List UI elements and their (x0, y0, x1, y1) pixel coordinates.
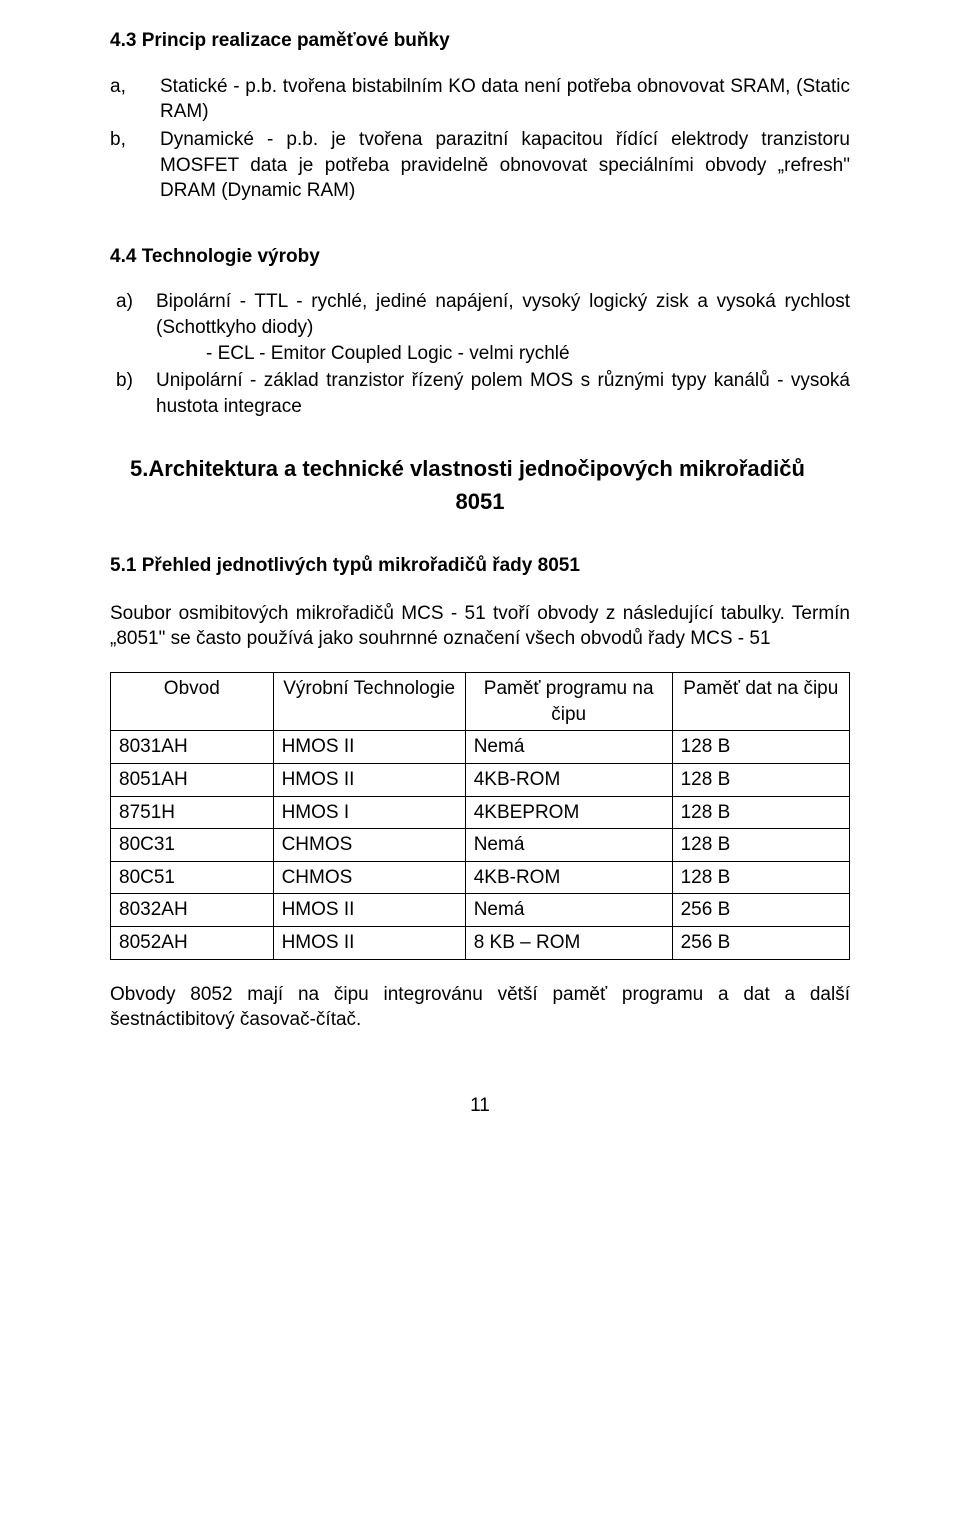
list-item: b) Unipolární - základ tranzistor řízený… (110, 368, 850, 419)
table-cell: HMOS II (273, 927, 465, 960)
table-cell: 128 B (672, 861, 849, 894)
table-cell: Nemá (465, 829, 672, 862)
table-header: Výrobní Technologie (273, 672, 465, 730)
table-cell: 4KB-ROM (465, 861, 672, 894)
table-cell: HMOS II (273, 731, 465, 764)
table-cell: 128 B (672, 796, 849, 829)
table-body: 8031AH HMOS II Nemá 128 B 8051AH HMOS II… (111, 731, 850, 959)
table-cell: 8032AH (111, 894, 274, 927)
page-number: 11 (110, 1093, 850, 1119)
list-marker: a) (110, 289, 156, 366)
list-item: b, Dynamické - p.b. je tvořena parazitní… (110, 127, 850, 204)
list-body: Bipolární - TTL - rychlé, jediné napájen… (156, 289, 850, 366)
table-header-row: Obvod Výrobní Technologie Paměť programu… (111, 672, 850, 730)
list-marker: a, (110, 74, 160, 125)
table-cell: 128 B (672, 763, 849, 796)
list-item: a, Statické - p.b. tvořena bistabilním K… (110, 74, 850, 125)
table-cell: 8751H (111, 796, 274, 829)
list-marker: b, (110, 127, 160, 204)
table-cell: 128 B (672, 829, 849, 862)
table-cell: 80C31 (111, 829, 274, 862)
table-cell: 8031AH (111, 731, 274, 764)
table-cell: 8 KB – ROM (465, 927, 672, 960)
footer-paragraph: Obvody 8052 mají na čipu integrovánu vět… (110, 982, 850, 1033)
table-row: 8032AH HMOS II Nemá 256 B (111, 894, 850, 927)
table-row: 80C31 CHMOS Nemá 128 B (111, 829, 850, 862)
table-row: 8751H HMOS I 4KBEPROM 128 B (111, 796, 850, 829)
table-cell: 4KB-ROM (465, 763, 672, 796)
section-4-4-heading: 4.4 Technologie výroby (110, 244, 850, 270)
chapter-5-number: 8051 (110, 487, 850, 517)
table-cell: HMOS II (273, 763, 465, 796)
table-cell: 8052AH (111, 927, 274, 960)
list-body: Statické - p.b. tvořena bistabilním KO d… (160, 74, 850, 125)
list-body: Unipolární - základ tranzistor řízený po… (156, 368, 850, 419)
section-4-4-list: a) Bipolární - TTL - rychlé, jediné napá… (110, 289, 850, 419)
table-cell: CHMOS (273, 829, 465, 862)
chapter-5-title: 5.Architektura a technické vlastnosti je… (130, 454, 850, 484)
table-header: Obvod (111, 672, 274, 730)
table-cell: Nemá (465, 894, 672, 927)
table-header: Paměť dat na čipu (672, 672, 849, 730)
table-cell: 256 B (672, 894, 849, 927)
table-cell: 128 B (672, 731, 849, 764)
table-cell: 8051AH (111, 763, 274, 796)
section-4-3-heading: 4.3 Princip realizace paměťové buňky (110, 28, 850, 54)
section-4-3-list: a, Statické - p.b. tvořena bistabilním K… (110, 74, 850, 204)
table-header: Paměť programu na čipu (465, 672, 672, 730)
section-5-1-heading: 5.1 Přehled jednotlivých typů mikrořadič… (110, 553, 850, 579)
list-text: Bipolární - TTL - rychlé, jediné napájen… (156, 291, 850, 338)
list-item: a) Bipolární - TTL - rychlé, jediné napá… (110, 289, 850, 366)
section-5-1-paragraph: Soubor osmibitových mikrořadičů MCS - 51… (110, 601, 850, 652)
list-body: Dynamické - p.b. je tvořena parazitní ka… (160, 127, 850, 204)
table-cell: CHMOS (273, 861, 465, 894)
table-cell: 80C51 (111, 861, 274, 894)
document-page: 4.3 Princip realizace paměťové buňky a, … (0, 0, 960, 1526)
table-row: 8031AH HMOS II Nemá 128 B (111, 731, 850, 764)
table-cell: Nemá (465, 731, 672, 764)
table-cell: HMOS I (273, 796, 465, 829)
table-row: 8052AH HMOS II 8 KB – ROM 256 B (111, 927, 850, 960)
list-subitem: - ECL - Emitor Coupled Logic - velmi ryc… (156, 341, 850, 367)
table-cell: 256 B (672, 927, 849, 960)
mcs51-table: Obvod Výrobní Technologie Paměť programu… (110, 672, 850, 960)
table-row: 8051AH HMOS II 4KB-ROM 128 B (111, 763, 850, 796)
list-marker: b) (110, 368, 156, 419)
table-row: 80C51 CHMOS 4KB-ROM 128 B (111, 861, 850, 894)
table-cell: 4KBEPROM (465, 796, 672, 829)
table-cell: HMOS II (273, 894, 465, 927)
